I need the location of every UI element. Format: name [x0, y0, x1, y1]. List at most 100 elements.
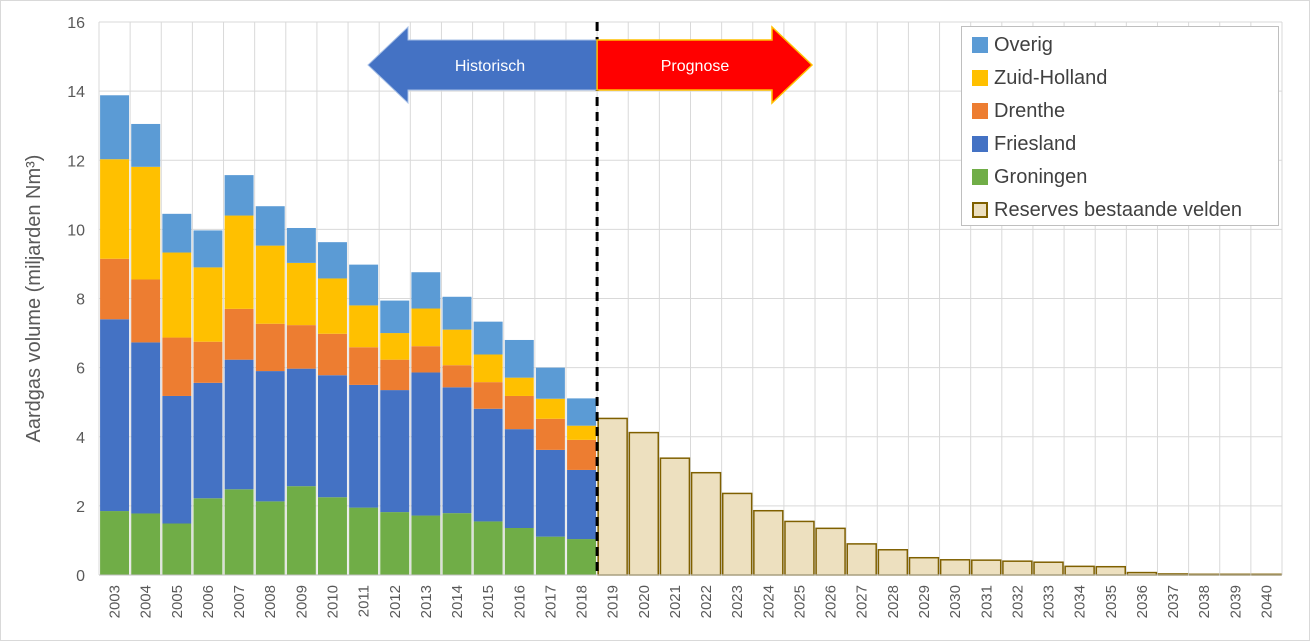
bar-segment-friesland [442, 387, 472, 514]
bar-segment-reserves-bestaande-velden [1064, 565, 1095, 576]
bar-segment-friesland [100, 319, 130, 512]
bar-segment-overig [131, 123, 161, 167]
bar-segment-reserves-bestaande-velden [659, 457, 691, 576]
bar-segment-groningen [100, 511, 130, 575]
bar-segment-drenthe [567, 439, 597, 470]
y-tick-label: 12 [67, 153, 85, 170]
legend-item: Groningen [972, 163, 1087, 191]
y-tick-label: 6 [76, 361, 85, 378]
y-axis-title: Aardgas volume (miljarden Nm³) [23, 155, 45, 443]
bar-segment-friesland [131, 342, 161, 514]
x-tick-label: 2039 [1227, 585, 1244, 618]
x-tick-label: 2011 [356, 585, 373, 617]
y-tick-label: 14 [67, 84, 85, 101]
y-tick-label: 10 [67, 222, 85, 239]
bar-segment-drenthe [473, 382, 503, 409]
x-tick-label: 2020 [636, 585, 653, 618]
bar-segment-groningen [318, 497, 347, 575]
bar-segment-zuid-holland [349, 305, 379, 348]
bar-segment-overig [349, 264, 379, 306]
bar-segment-drenthe [535, 418, 565, 450]
x-tick-label: 2026 [823, 585, 840, 618]
x-tick-label: 2015 [480, 585, 497, 618]
x-tick-label: 2016 [511, 585, 528, 618]
x-tick-label: 2019 [605, 585, 622, 618]
bar-segment-groningen [193, 498, 223, 575]
bar-segment-reserves-bestaande-velden [1095, 565, 1127, 576]
x-tick-label: 2009 [293, 585, 310, 618]
bar-segment-zuid-holland [286, 262, 316, 326]
x-tick-label: 2010 [324, 585, 341, 618]
x-tick-label: 2008 [262, 585, 279, 618]
axes: 0 2 4 6 8 10 12 14 16 2003 2004 2005 2006 2007 2008 200… [23, 15, 1282, 618]
bar-segment-drenthe [286, 325, 316, 369]
bar-segment-reserves-bestaande-velden [690, 471, 722, 576]
bar-segment-groningen [473, 521, 503, 575]
bar-segment-zuid-holland [380, 333, 410, 360]
x-tick-label: 2018 [574, 585, 591, 618]
x-tick-label: 2017 [542, 585, 559, 618]
legend-swatch [972, 70, 988, 86]
x-tick-label: 2004 [138, 585, 155, 618]
bar-segment-overig [193, 230, 223, 268]
bar-segment-drenthe [131, 279, 161, 343]
x-tick-label: 2031 [978, 585, 995, 618]
historisch-label: Historisch [455, 58, 525, 75]
bar-segment-zuid-holland [318, 278, 347, 334]
bar-segment-overig [100, 95, 130, 160]
bar-segment-reserves-bestaande-velden [877, 549, 909, 576]
x-tick-label: 2023 [729, 585, 746, 618]
bar-segment-friesland [255, 371, 285, 502]
legend-item: Friesland [972, 130, 1076, 158]
legend-swatch [972, 169, 988, 185]
legend-label: Overig [994, 33, 1053, 56]
x-tick-label: 2036 [1134, 585, 1151, 618]
bar-segment-zuid-holland [567, 425, 597, 440]
bar-segment-groningen [131, 513, 161, 575]
bar-segment-reserves-bestaande-velden [753, 509, 784, 576]
legend: Overig Zuid-Holland Drenthe Friesland Gronin… [961, 26, 1279, 226]
x-tick-label: 2014 [449, 585, 466, 618]
x-tick-label: 2038 [1196, 585, 1213, 618]
bar-segment-groningen [162, 523, 192, 575]
legend-label: Groningen [994, 165, 1088, 188]
x-tick-label: 2035 [1103, 585, 1120, 618]
bar-segment-zuid-holland [193, 267, 223, 342]
bar-segment-friesland [473, 408, 503, 522]
legend-item: Drenthe [972, 97, 1065, 125]
legend-swatch [972, 37, 988, 53]
x-tick-label: 2028 [885, 585, 902, 618]
bar-segment-friesland [567, 469, 597, 540]
legend-item: Reserves bestaande velden [972, 196, 1242, 224]
bar-segment-reserves-bestaande-velden [971, 559, 1002, 576]
bar-segment-overig [318, 242, 347, 279]
x-tick-label: 2003 [107, 585, 124, 618]
bar-segment-reserves-bestaande-velden [597, 417, 628, 576]
bar-segment-zuid-holland [255, 245, 285, 324]
legend-swatch [972, 103, 988, 119]
bar-segment-groningen [224, 489, 254, 575]
y-tick-label: 4 [76, 430, 85, 447]
bar-segment-drenthe [380, 359, 410, 391]
y-tick-label: 8 [76, 292, 85, 309]
x-tick-label: 2027 [854, 585, 871, 618]
bar-segment-reserves-bestaande-velden [815, 527, 846, 576]
legend-swatch [972, 202, 988, 218]
bar-segment-groningen [504, 527, 534, 575]
bar-segment-overig [224, 175, 254, 216]
bar-segment-drenthe [224, 308, 254, 360]
legend-item: Zuid-Holland [972, 64, 1107, 92]
bar-segment-zuid-holland [162, 252, 192, 338]
x-tick-label: 2029 [916, 585, 933, 618]
bar-segment-overig [380, 300, 410, 334]
bar-segment-groningen [255, 501, 285, 575]
bar-segment-zuid-holland [535, 398, 565, 419]
gridlines [98, 21, 1283, 576]
legend-label: Reserves bestaande velden [994, 198, 1242, 221]
bar-segment-drenthe [411, 346, 441, 373]
x-tick-label: 2034 [1072, 585, 1089, 618]
legend-label: Zuid-Holland [994, 66, 1108, 89]
bar-segment-drenthe [504, 395, 534, 430]
x-tick-label: 2021 [667, 585, 684, 618]
